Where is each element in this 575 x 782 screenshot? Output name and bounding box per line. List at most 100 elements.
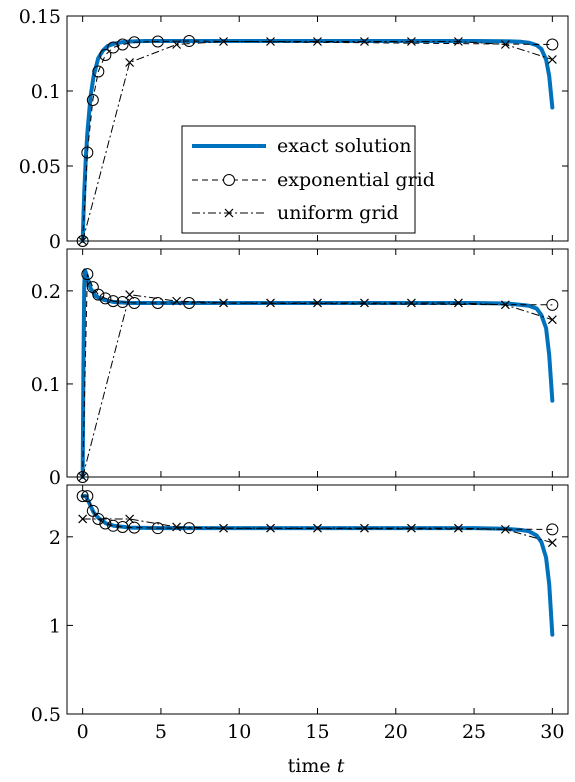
x-tick-label: 10 <box>227 721 251 743</box>
x-axis-label-text: time <box>288 755 331 777</box>
uniform-grid-point <box>500 300 510 310</box>
exponential-grid-point <box>81 268 94 281</box>
uniform-grid-point <box>125 514 135 524</box>
legend-label-uniform: uniform grid <box>277 202 399 224</box>
x-tick-label: 5 <box>155 721 167 743</box>
exponential-grid-point <box>546 298 559 311</box>
exponential-grid-point <box>546 523 559 536</box>
exponential-grid-point <box>128 296 141 309</box>
x-tick-label: 20 <box>384 721 408 743</box>
y-tick-label: 0 <box>49 467 61 489</box>
y-tick-label: 0.5 <box>31 704 61 726</box>
y-tick-label: 1 <box>49 615 61 637</box>
exponential-grid-point <box>76 235 89 247</box>
exponential-grid-point <box>128 521 141 534</box>
x-tick-label: 0 <box>77 721 89 743</box>
x-tick-label: 25 <box>462 721 486 743</box>
series-exponential-grid-line <box>82 495 553 530</box>
x-axis-label-variable: t <box>337 755 345 777</box>
exponential-grid-point <box>86 94 99 106</box>
panels: 0 0.05 0.1 0.15 0 0.1 0.2 0 5 10 15 20 25 30 0.5 1 2 <box>19 6 569 743</box>
uniform-grid-point <box>500 524 510 534</box>
uniform-grid-point <box>407 523 416 533</box>
uniform-grid-point <box>313 298 322 308</box>
uniform-grid-point <box>453 523 463 533</box>
exponential-grid-point <box>183 35 196 48</box>
exponential-grid-point <box>116 38 129 51</box>
exponential-grid-point <box>86 504 99 517</box>
uniform-grid-point <box>172 522 182 532</box>
uniform-grid-point <box>125 290 135 300</box>
uniform-grid-point <box>407 298 416 308</box>
uniform-grid-point <box>172 296 182 306</box>
uniform-grid-point <box>219 298 228 308</box>
uniform-grid-point <box>500 40 510 49</box>
legend-box <box>181 125 416 234</box>
y-tick-label: 0.1 <box>31 81 61 103</box>
legend-marker-uniform <box>224 208 234 218</box>
uniform-grid-point <box>219 523 228 533</box>
uniform-grid-point <box>547 55 557 64</box>
y-tick-label: 0.05 <box>19 156 61 178</box>
uniform-grid-point <box>266 523 275 533</box>
legend-label-exponential: exponential grid <box>277 169 435 191</box>
uniform-grid-point <box>78 514 88 524</box>
series-uniform-grid-line <box>82 294 553 478</box>
series-exponential-grid-line <box>82 273 553 478</box>
uniform-grid-point <box>313 523 322 533</box>
x-tick-label: 15 <box>305 721 329 743</box>
panel-1: 0 0.05 0.1 0.15 <box>19 6 569 253</box>
series-exact-solution-line <box>80 268 555 479</box>
uniform-grid-point <box>547 315 557 325</box>
exponential-grid-point <box>128 36 141 49</box>
x-axis-label: time t <box>288 755 345 777</box>
legend-label-exact: exact solution <box>277 135 412 157</box>
exponential-grid-point <box>99 49 112 61</box>
uniform-grid-point <box>266 37 275 46</box>
exponential-grid-point <box>81 146 94 159</box>
legend-marker-exponential <box>223 174 235 186</box>
panel-2: 0 0.1 0.2 <box>31 248 569 489</box>
exponential-grid-point <box>151 522 164 535</box>
exponential-grid-point <box>81 490 94 503</box>
y-tick-label: 0.1 <box>31 374 61 396</box>
uniform-grid-point <box>453 298 463 308</box>
uniform-grid-point <box>125 58 135 67</box>
uniform-grid-point <box>453 37 463 46</box>
uniform-grid-point <box>547 538 557 548</box>
uniform-grid-point <box>78 236 88 246</box>
y-tick-label: 0.2 <box>31 281 61 303</box>
panel-frame <box>66 484 569 715</box>
uniform-grid-point <box>360 523 369 533</box>
exponential-grid-point <box>183 522 196 535</box>
uniform-grid-point <box>313 37 322 46</box>
y-tick-label: 0 <box>49 231 61 253</box>
uniform-grid-point <box>407 37 416 46</box>
exponential-grid-point <box>76 490 89 503</box>
series-exponential-grid-line <box>82 40 553 242</box>
exponential-grid-point <box>76 471 89 483</box>
exponential-grid-point <box>99 517 112 530</box>
exponential-grid-point <box>107 519 120 532</box>
uniform-grid-point <box>219 37 228 46</box>
panel-3: 0 5 10 15 20 25 30 0.5 1 2 <box>31 484 569 743</box>
exponential-grid-point <box>107 41 120 54</box>
exponential-grid-point <box>92 65 105 78</box>
uniform-grid-point <box>266 298 275 308</box>
exponential-grid-point <box>99 292 112 305</box>
uniform-grid-point <box>78 472 88 482</box>
panel-frame <box>66 248 569 478</box>
exponential-grid-point <box>151 296 164 309</box>
legend: exact solution exponential grid uniform … <box>181 125 435 234</box>
y-tick-label: 0.15 <box>19 6 61 28</box>
uniform-grid-point <box>172 40 182 49</box>
exponential-grid-point <box>546 38 559 51</box>
exponential-grid-point <box>92 288 105 301</box>
exponential-grid-point <box>107 295 120 308</box>
y-tick-label: 2 <box>49 527 61 549</box>
uniform-grid-point <box>360 37 369 46</box>
exponential-grid-point <box>183 296 196 309</box>
series-exact-solution-line <box>80 494 555 637</box>
x-tick-label: 30 <box>540 721 564 743</box>
exponential-grid-point <box>151 35 164 48</box>
